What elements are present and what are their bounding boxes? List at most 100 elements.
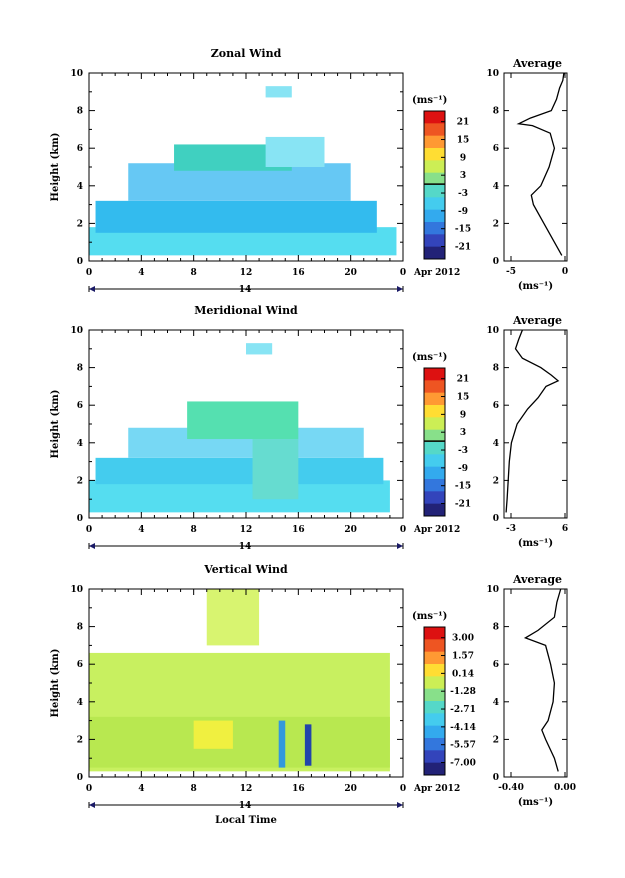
x-tick-label: 4 — [138, 784, 144, 794]
colorbar-segment — [424, 111, 445, 124]
colorbar-segment — [424, 738, 445, 751]
average-profile-line — [516, 72, 565, 256]
x-tick-label: 8 — [191, 268, 197, 278]
average-y-tick-label: 4 — [493, 698, 499, 708]
x-tick-label: 12 — [240, 268, 253, 278]
colorbar-tick-label: -21 — [455, 500, 471, 510]
colorbar-tick-label: 3 — [460, 171, 466, 181]
x-tick-label: 0 — [400, 268, 406, 278]
colorbar-tick-label: -3 — [458, 446, 468, 456]
heatmap-field — [95, 200, 377, 233]
colorbar-tick-label: 1.57 — [452, 652, 474, 662]
x-tick-label: 16 — [292, 525, 305, 535]
date-label: 14 — [239, 542, 252, 552]
colorbar-segment — [424, 701, 445, 714]
colorbar-tick-label: -2.71 — [450, 705, 476, 715]
x-tick-label: 0 — [86, 268, 92, 278]
colorbar-segment — [424, 491, 445, 505]
colorbar-tick-label: 15 — [457, 136, 470, 146]
average-x-label: (ms⁻¹) — [518, 797, 553, 808]
heatmap-field — [265, 136, 325, 167]
panel-title: Vertical Wind — [203, 563, 288, 576]
x-tick-label: 20 — [344, 525, 357, 535]
y-axis-label: Height (km) — [50, 133, 61, 202]
colorbar-segment — [424, 762, 445, 776]
date-label: 14 — [239, 801, 252, 811]
average-y-tick-label: 8 — [493, 623, 499, 633]
colorbar-segment — [424, 392, 445, 406]
heatmap-field — [193, 720, 233, 749]
date-bar-arrow — [397, 286, 403, 292]
colorbar-tick-label: 21 — [457, 375, 470, 385]
average-y-tick-label: 6 — [493, 401, 499, 411]
x-tick-label: 12 — [240, 525, 253, 535]
colorbar-segment — [424, 725, 445, 739]
y-tick-label: 6 — [77, 144, 83, 154]
y-tick-label: 2 — [77, 735, 83, 745]
colorbar-segment — [424, 479, 445, 492]
y-tick-label: 4 — [77, 698, 83, 708]
heatmap-field — [206, 589, 260, 646]
date-month-label: Apr 2012 — [413, 268, 460, 278]
y-tick-label: 2 — [77, 476, 83, 486]
colorbar-segment — [424, 135, 445, 149]
average-y-tick-label: 0 — [493, 773, 499, 783]
x-axis-label: Local Time — [215, 815, 277, 826]
average-x-label: (ms⁻¹) — [518, 281, 553, 292]
y-axis-label: Height (km) — [50, 649, 61, 718]
colorbar-segment — [424, 442, 445, 455]
colorbar-segment — [424, 185, 445, 198]
average-y-tick-label: 2 — [493, 476, 499, 486]
heatmap-field — [89, 716, 390, 768]
x-tick-label: 8 — [191, 784, 197, 794]
colorbar-tick-label: 21 — [457, 118, 470, 128]
y-tick-label: 0 — [77, 514, 83, 524]
date-bar-arrow — [89, 802, 95, 808]
colorbar-segment — [424, 172, 445, 186]
average-x-tick-label: -3 — [506, 524, 516, 534]
colorbar-tick-label: -4.14 — [450, 723, 476, 733]
average-title: Average — [512, 57, 562, 70]
x-tick-label: 4 — [138, 268, 144, 278]
average-x-tick-label: -5 — [506, 267, 516, 277]
y-tick-label: 2 — [77, 219, 83, 229]
heatmap-fields — [89, 589, 390, 772]
heatmap-field — [187, 401, 299, 440]
average-y-tick-label: 0 — [493, 514, 499, 524]
heatmap-field — [246, 343, 273, 355]
colorbar-tick-label: 9 — [460, 410, 466, 420]
panel-title: Meridional Wind — [194, 304, 298, 317]
average-y-tick-label: 8 — [493, 107, 499, 117]
colorbar-segment — [424, 503, 445, 517]
x-tick-label: 4 — [138, 525, 144, 535]
average-y-tick-label: 10 — [486, 326, 499, 336]
heatmap-field — [265, 86, 292, 98]
average-x-label: (ms⁻¹) — [518, 538, 553, 549]
x-tick-label: 0 — [86, 525, 92, 535]
average-x-tick-label: 0.00 — [554, 783, 576, 793]
colorbar-tick-label: -9 — [458, 207, 468, 217]
average-y-tick-label: 6 — [493, 144, 499, 154]
colorbar-unit: (ms⁻¹) — [412, 352, 447, 363]
colorbar-segment — [424, 405, 445, 418]
y-tick-label: 4 — [77, 439, 83, 449]
average-y-tick-label: 10 — [486, 69, 499, 79]
colorbar-tick-label: 9 — [460, 153, 466, 163]
average-x-tick-label: 6 — [562, 524, 568, 534]
date-month-label: Apr 2012 — [413, 525, 460, 535]
colorbar-segment — [424, 222, 445, 235]
date-bar-arrow — [397, 802, 403, 808]
average-frame — [503, 72, 568, 262]
date-bar-arrow — [397, 543, 403, 549]
colorbar-tick-label: -15 — [455, 482, 471, 492]
colorbar-segment — [424, 664, 445, 677]
y-tick-label: 8 — [77, 107, 83, 117]
colorbar-segment — [424, 417, 445, 431]
y-tick-label: 4 — [77, 182, 83, 192]
colorbar-segment — [424, 380, 445, 394]
x-tick-label: 0 — [400, 525, 406, 535]
colorbar-tick-label: 0.14 — [452, 669, 474, 679]
average-x-tick-label: -0.40 — [498, 783, 524, 793]
